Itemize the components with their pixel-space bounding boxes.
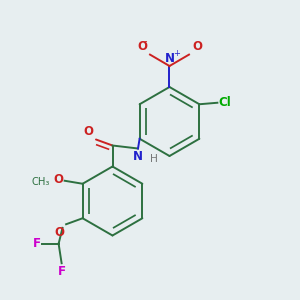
Text: O: O: [55, 226, 64, 239]
Text: +: +: [174, 49, 180, 58]
Text: N: N: [133, 150, 143, 163]
Text: -: -: [143, 36, 147, 46]
Text: CH₃: CH₃: [32, 177, 50, 187]
Text: F: F: [33, 237, 41, 250]
Text: N: N: [164, 52, 175, 64]
Text: O: O: [53, 173, 63, 186]
Text: O: O: [192, 40, 202, 53]
Text: O: O: [137, 40, 147, 53]
Text: Cl: Cl: [219, 96, 231, 109]
Text: O: O: [84, 125, 94, 138]
Text: F: F: [58, 265, 66, 278]
Text: H: H: [150, 154, 158, 164]
